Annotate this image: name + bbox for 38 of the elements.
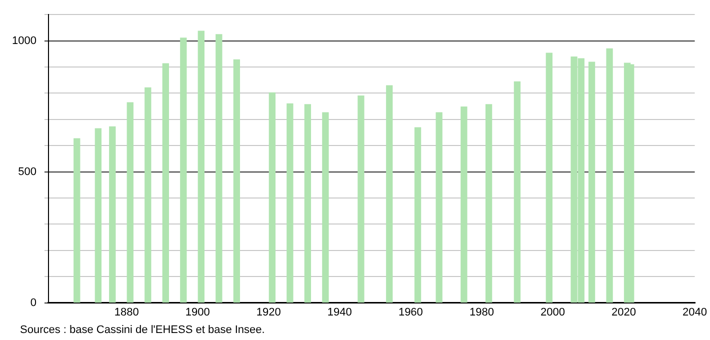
bar — [144, 87, 152, 303]
source-note: Sources : base Cassini de l'EHESS et base Insee. — [20, 324, 265, 336]
bar — [460, 106, 468, 303]
bar — [74, 138, 80, 303]
bar — [216, 34, 222, 303]
bar — [546, 52, 552, 303]
x-tick-label: 1880 — [114, 306, 139, 318]
bar — [588, 62, 596, 303]
bar — [162, 63, 169, 303]
bar — [386, 85, 393, 303]
x-tick-label: 1920 — [256, 306, 281, 318]
x-tick-label: 2000 — [540, 306, 565, 318]
x-tick-label: 1900 — [185, 306, 210, 318]
bar — [436, 112, 442, 303]
bar — [233, 59, 240, 303]
bar — [414, 127, 422, 303]
y-tick-label: 500 — [18, 166, 36, 178]
bar — [322, 112, 329, 303]
bar — [628, 64, 634, 303]
bar — [126, 102, 134, 303]
bar — [358, 95, 364, 303]
x-tick-label: 1960 — [398, 306, 423, 318]
bar — [304, 104, 312, 303]
bar — [198, 30, 204, 303]
x-tick-label: 1940 — [327, 306, 352, 318]
x-tick-label: 2040 — [682, 306, 708, 318]
y-tick-label: 0 — [30, 296, 36, 309]
bar — [180, 38, 187, 303]
y-tick-label: 1000 — [12, 34, 36, 47]
bar — [485, 104, 492, 303]
x-tick-label: 1980 — [469, 306, 494, 318]
x-tick-label: 2020 — [612, 306, 636, 318]
bar — [606, 48, 613, 303]
bar — [514, 81, 521, 303]
bar — [109, 126, 116, 303]
bar — [94, 128, 102, 303]
bar — [268, 92, 276, 303]
bar — [286, 103, 294, 303]
